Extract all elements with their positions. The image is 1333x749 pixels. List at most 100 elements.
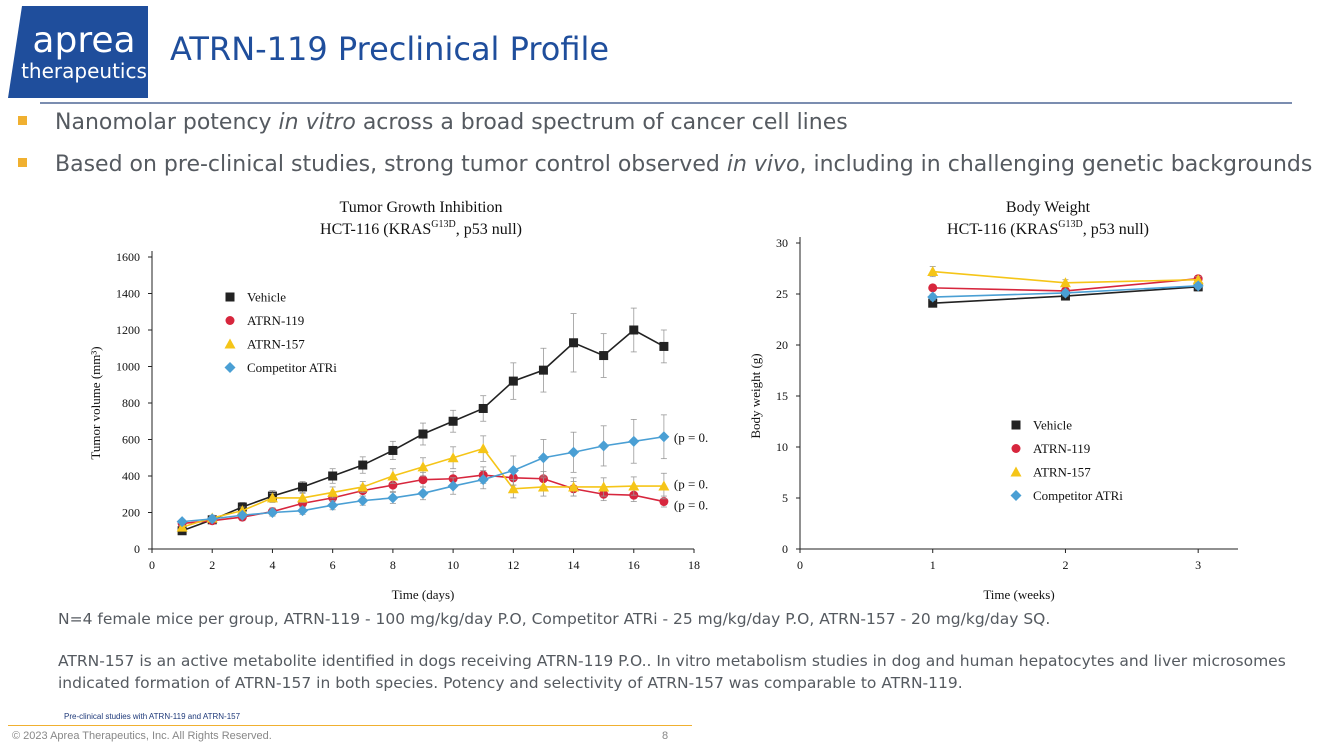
y-tick-label: 600 — [122, 433, 140, 447]
legend-label-atrn119: ATRN-119 — [247, 313, 304, 328]
data-point-atrn157 — [568, 481, 580, 492]
chart-subtitle: HCT-116 (KRASG13D, p53 null) — [947, 219, 1149, 238]
data-point-atrn157 — [658, 480, 670, 491]
x-tick-label: 4 — [269, 558, 275, 572]
legend-marker-atrn157 — [1010, 466, 1022, 477]
y-tick-label: 0 — [134, 542, 140, 556]
data-point-vehicle — [928, 298, 938, 308]
y-tick-label: 15 — [776, 389, 788, 403]
x-tick-label: 2 — [209, 558, 215, 572]
bullet-marker — [18, 116, 27, 125]
slide-title: ATRN-119 Preclinical Profile — [170, 30, 610, 68]
subtitle-main: HCT-116 (KRAS — [320, 221, 431, 238]
x-tick-label: 1 — [930, 558, 936, 572]
x-tick-label: 0 — [797, 558, 803, 572]
data-point-atrn157 — [1192, 274, 1204, 285]
data-point-competitor — [327, 499, 339, 511]
legend-label-vehicle: Vehicle — [247, 290, 286, 305]
p-value-annotation: (p = 0.00022) — [674, 476, 708, 491]
bullet-2-emphasis: in vivo — [726, 152, 800, 177]
data-point-vehicle — [659, 341, 669, 351]
x-axis-label: Time (days) — [392, 587, 455, 602]
data-point-atrn119 — [659, 497, 669, 507]
x-tick-label: 3 — [1195, 558, 1201, 572]
x-tick-label: 0 — [149, 558, 155, 572]
bullet-1-text-b: across a broad spectrum of cancer cell l… — [355, 110, 848, 135]
metabolite-note: ATRN-157 is an active metabolite identif… — [58, 652, 1286, 692]
data-point-competitor — [357, 495, 369, 507]
bullet-1-text-a: Nanomolar potency — [55, 110, 279, 135]
data-point-competitor — [658, 431, 670, 443]
bullet-1: Nanomolar potency in vitro across a broa… — [18, 110, 848, 135]
x-tick-label: 12 — [507, 558, 519, 572]
data-point-vehicle — [569, 338, 579, 348]
data-point-competitor — [417, 487, 429, 499]
data-point-atrn119 — [418, 475, 428, 485]
logo-text-therapeutics: therapeutics — [21, 59, 147, 83]
data-point-atrn157 — [537, 481, 549, 492]
data-point-vehicle — [599, 351, 609, 361]
data-point-competitor — [1059, 287, 1071, 299]
page-number: 8 — [662, 730, 669, 742]
data-point-competitor — [387, 492, 399, 504]
data-point-atrn157 — [1059, 277, 1071, 288]
data-point-vehicle — [358, 460, 368, 470]
x-tick-label: 16 — [628, 558, 640, 572]
y-axis-label: Tumor volume (mm³) — [88, 346, 103, 459]
logo-background — [8, 6, 148, 98]
bullet-2-text-b: , including in challenging genetic backg… — [799, 152, 1313, 177]
data-point-atrn119 — [928, 283, 938, 293]
data-point-atrn157 — [507, 483, 519, 494]
x-tick-label: 8 — [390, 558, 396, 572]
legend-marker-vehicle — [1011, 420, 1021, 430]
data-point-vehicle — [418, 429, 428, 439]
data-point-vehicle — [328, 471, 338, 481]
legend-marker-competitor — [1010, 490, 1022, 501]
y-tick-label: 1400 — [116, 287, 140, 301]
copyright: © 2023 Aprea Therapeutics, Inc. All Righ… — [12, 730, 272, 742]
logo-text-aprea: aprea — [32, 20, 135, 61]
body-weight-chart: Body Weight HCT-116 (KRASG13D, p53 null) 0… — [744, 195, 1240, 605]
subtitle-tail: , p53 null) — [456, 221, 522, 238]
data-point-atrn157 — [927, 266, 939, 277]
data-point-atrn157 — [477, 443, 489, 454]
legend-label-atrn157: ATRN-157 — [247, 337, 305, 352]
y-tick-label: 20 — [776, 338, 788, 352]
data-point-competitor — [176, 516, 188, 528]
x-tick-label: 18 — [688, 558, 700, 572]
footer-divider — [8, 725, 692, 726]
legend-marker-atrn119 — [225, 316, 235, 325]
bullet-2: Based on pre-clinical studies, strong tu… — [18, 152, 1312, 177]
x-tick-label: 6 — [330, 558, 336, 572]
chart-title: Body Weight — [1006, 199, 1091, 216]
x-tick-label: 2 — [1062, 558, 1068, 572]
data-point-competitor — [477, 474, 489, 486]
subtitle-superscript: G13D — [1058, 219, 1082, 230]
data-point-vehicle — [448, 416, 458, 426]
data-point-vehicle — [538, 365, 548, 375]
y-tick-label: 200 — [122, 506, 140, 520]
study-note: N=4 female mice per group, ATRN-119 - 10… — [58, 610, 1051, 628]
y-tick-label: 400 — [122, 469, 140, 483]
bullet-marker — [18, 158, 27, 167]
data-point-competitor — [628, 435, 640, 447]
legend-marker-competitor — [224, 362, 236, 373]
data-point-competitor — [1192, 280, 1204, 292]
y-tick-label: 30 — [776, 236, 788, 250]
data-point-vehicle — [508, 376, 518, 386]
data-point-competitor — [236, 509, 248, 521]
data-point-atrn157 — [357, 481, 369, 492]
y-tick-label: 1200 — [116, 323, 140, 337]
y-tick-label: 5 — [782, 491, 788, 505]
data-point-competitor — [568, 446, 580, 458]
data-point-competitor — [297, 505, 309, 517]
tumor-growth-svg: Tumor Growth Inhibition HCT-116 (KRASG13D… — [88, 199, 745, 602]
tumor-growth-chart: Tumor Growth Inhibition HCT-116 (KRASG13D… — [74, 195, 745, 605]
x-tick-label: 10 — [447, 558, 459, 572]
subtitle-tail: , p53 null) — [1083, 221, 1149, 238]
data-point-competitor — [598, 440, 610, 452]
data-point-atrn157 — [598, 481, 610, 492]
y-tick-label: 25 — [776, 287, 788, 301]
legend-marker-vehicle — [225, 292, 235, 302]
legend-marker-atrn119 — [1011, 444, 1021, 453]
